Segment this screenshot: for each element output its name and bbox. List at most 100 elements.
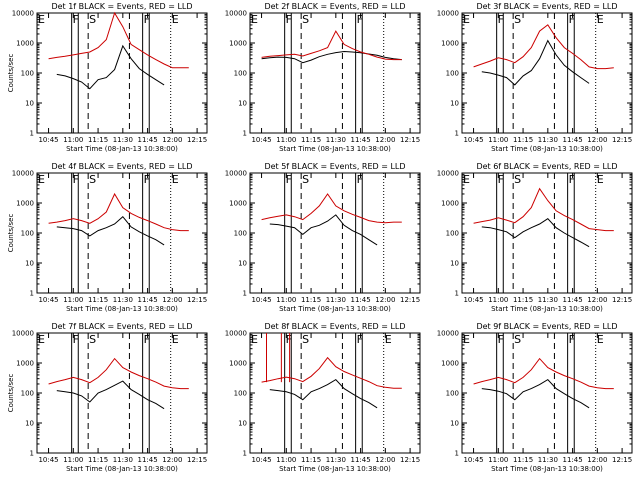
events-series-line <box>481 218 590 248</box>
chart-title: Det 6f BLACK = Events, RED = LLD <box>476 162 617 171</box>
y-tick-label: 1 <box>243 290 247 298</box>
x-tick-label: 10:45 <box>251 136 271 144</box>
time-marker-label: S <box>89 13 96 26</box>
x-tick-label: 11:45 <box>562 296 582 304</box>
y-tick-label: 1000 <box>441 40 459 48</box>
plot-frame <box>249 12 421 134</box>
chart-panel: Det 3f BLACK = Events, RED = LLD 1 10 100 10… <box>437 2 633 153</box>
x-tick-label: 12:15 <box>187 296 207 304</box>
x-tick-label: 11:15 <box>513 456 533 464</box>
time-marker-label: E <box>172 333 179 346</box>
x-tick-label: 10:45 <box>463 456 483 464</box>
y-tick-label: 10 <box>238 420 247 428</box>
time-marker-label: F <box>498 173 504 186</box>
lld-series-line <box>473 24 614 70</box>
time-marker-label: F <box>498 13 504 26</box>
x-tick-label: 11:45 <box>137 456 157 464</box>
y-tick-label: 1 <box>455 290 459 298</box>
x-tick-label: 11:00 <box>488 456 508 464</box>
time-marker-label: E <box>38 173 45 186</box>
chart-title: Det 5f BLACK = Events, RED = LLD <box>264 162 405 171</box>
lld-series-line <box>473 357 614 390</box>
time-marker-label: S <box>302 333 309 346</box>
events-series-line <box>481 378 590 409</box>
time-marker-label: F <box>286 333 292 346</box>
x-axis-label: Start Time (08-Jan-13 10:38:00) <box>66 145 178 153</box>
time-marker-label: E <box>251 333 258 346</box>
plot-frame <box>36 172 208 294</box>
chart-panel: Det 1f BLACK = Events, RED = LLD 1 10 100 10… <box>7 2 208 153</box>
x-tick-label: 11:30 <box>538 136 558 144</box>
time-marker-label: E <box>172 173 179 186</box>
chart-panel: Det 4f BLACK = Events, RED = LLD 1 10 100 10… <box>7 162 208 313</box>
y-tick-label: 1 <box>243 450 247 458</box>
y-tick-label: 1 <box>30 450 34 458</box>
x-tick-label: 11:15 <box>88 456 108 464</box>
time-marker-label: E <box>172 13 179 26</box>
x-tick-label: 12:15 <box>187 136 207 144</box>
time-marker-label: F <box>569 173 575 186</box>
time-marker-label: S <box>514 333 521 346</box>
y-tick-label: 1000 <box>16 360 34 368</box>
x-tick-label: 11:30 <box>113 296 133 304</box>
y-tick-label: 10 <box>450 100 459 108</box>
x-tick-label: 11:30 <box>538 296 558 304</box>
x-tick-label: 11:45 <box>562 136 582 144</box>
x-axis-label: Start Time (08-Jan-13 10:38:00) <box>279 305 391 313</box>
y-tick-label: 100 <box>234 230 247 238</box>
y-tick-label: 10000 <box>12 10 34 18</box>
lld-series-line <box>473 187 614 232</box>
y-tick-label: 100 <box>446 230 459 238</box>
events-series-line <box>269 214 378 246</box>
x-tick-label: 10:45 <box>463 296 483 304</box>
events-series-line <box>56 44 165 90</box>
y-tick-label: 1 <box>455 450 459 458</box>
y-tick-label: 100 <box>21 70 34 78</box>
chart-panel: Det 9f BLACK = Events, RED = LLD 1 10 100 10… <box>437 322 633 473</box>
y-tick-label: 100 <box>446 390 459 398</box>
x-tick-label: 11:15 <box>301 456 321 464</box>
time-marker-label: F <box>569 333 575 346</box>
x-tick-label: 12:00 <box>587 296 607 304</box>
chart-panel: Det 2f BLACK = Events, RED = LLD 1 10 100 10… <box>225 2 421 153</box>
y-tick-label: 1000 <box>229 200 247 208</box>
lld-series-line <box>48 11 189 69</box>
y-tick-label: 10000 <box>225 170 247 178</box>
chart-panel: Det 8f BLACK = Events, RED = LLD 1 10 100 10… <box>225 322 421 473</box>
time-marker-label: E <box>38 333 45 346</box>
chart-panel: Det 7f BLACK = Events, RED = LLD 1 10 100 10… <box>7 322 208 473</box>
x-axis-label: Start Time (08-Jan-13 10:38:00) <box>66 305 178 313</box>
x-tick-label: 11:30 <box>326 296 346 304</box>
y-axis-label: Counts/sec <box>7 214 15 253</box>
y-tick-label: 1000 <box>16 40 34 48</box>
x-tick-label: 11:30 <box>113 136 133 144</box>
y-tick-label: 10 <box>25 420 34 428</box>
time-marker-label: S <box>89 173 96 186</box>
time-marker-label: S <box>89 333 96 346</box>
x-tick-label: 11:15 <box>301 296 321 304</box>
time-marker-label: F <box>286 13 292 26</box>
time-marker-label: E <box>597 173 604 186</box>
events-series-line <box>269 378 378 409</box>
x-tick-label: 12:15 <box>187 456 207 464</box>
y-axis-label: Counts/sec <box>7 374 15 413</box>
x-tick-label: 12:15 <box>400 296 420 304</box>
y-tick-label: 1000 <box>229 360 247 368</box>
chart-title: Det 1f BLACK = Events, RED = LLD <box>51 2 192 11</box>
time-marker-label: F <box>144 333 150 346</box>
x-tick-label: 10:45 <box>251 456 271 464</box>
x-axis-label: Start Time (08-Jan-13 10:38:00) <box>66 465 178 473</box>
chart-panel: Det 6f BLACK = Events, RED = LLD 1 10 100 10… <box>437 162 633 313</box>
time-marker-label: E <box>385 333 392 346</box>
lld-series-line <box>48 192 189 232</box>
time-marker-label: E <box>463 333 470 346</box>
plot-frame <box>461 332 633 454</box>
y-tick-label: 1 <box>455 130 459 138</box>
y-axis-label: Counts/sec <box>7 54 15 93</box>
time-marker-label: E <box>251 13 258 26</box>
time-marker-label: S <box>514 173 521 186</box>
x-tick-label: 11:15 <box>88 296 108 304</box>
y-tick-label: 100 <box>446 70 459 78</box>
time-marker-label: F <box>357 13 363 26</box>
